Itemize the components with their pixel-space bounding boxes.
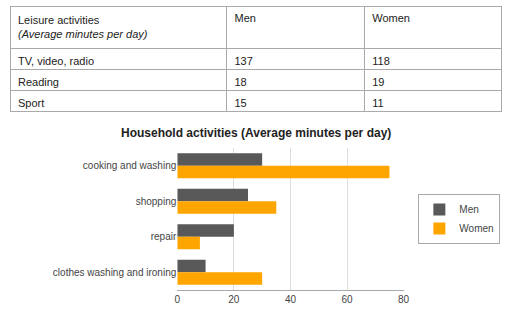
svg-text:Men: Men [234, 12, 255, 24]
svg-text:118: 118 [372, 55, 390, 67]
svg-text:Sport: Sport [18, 97, 44, 109]
svg-text:shopping: shopping [136, 196, 177, 207]
svg-text:137: 137 [234, 55, 252, 67]
svg-text:Reading: Reading [18, 76, 59, 88]
svg-text:0: 0 [174, 294, 180, 305]
svg-text:cooking and washing: cooking and washing [83, 160, 176, 171]
svg-text:20: 20 [228, 294, 240, 305]
svg-text:40: 40 [285, 294, 297, 305]
svg-text:Women: Women [372, 12, 410, 24]
svg-text:clothes washing and ironing: clothes washing and ironing [53, 267, 176, 278]
svg-text:11: 11 [372, 97, 383, 109]
svg-text:Household activities (Average: Household activities (Average minutes pe… [121, 126, 391, 140]
svg-text:Women: Women [459, 223, 493, 234]
svg-text:19: 19 [372, 76, 384, 88]
svg-text:Men: Men [459, 204, 478, 215]
svg-text:80: 80 [398, 294, 410, 305]
svg-text:15: 15 [234, 97, 246, 109]
svg-text:18: 18 [234, 76, 246, 88]
svg-text:TV, video, radio: TV, video, radio [18, 55, 94, 67]
svg-text:60: 60 [341, 294, 353, 305]
svg-text:repair: repair [151, 231, 177, 242]
svg-text:Leisure activities(Average min: Leisure activities(Average minutes per d… [18, 14, 148, 40]
